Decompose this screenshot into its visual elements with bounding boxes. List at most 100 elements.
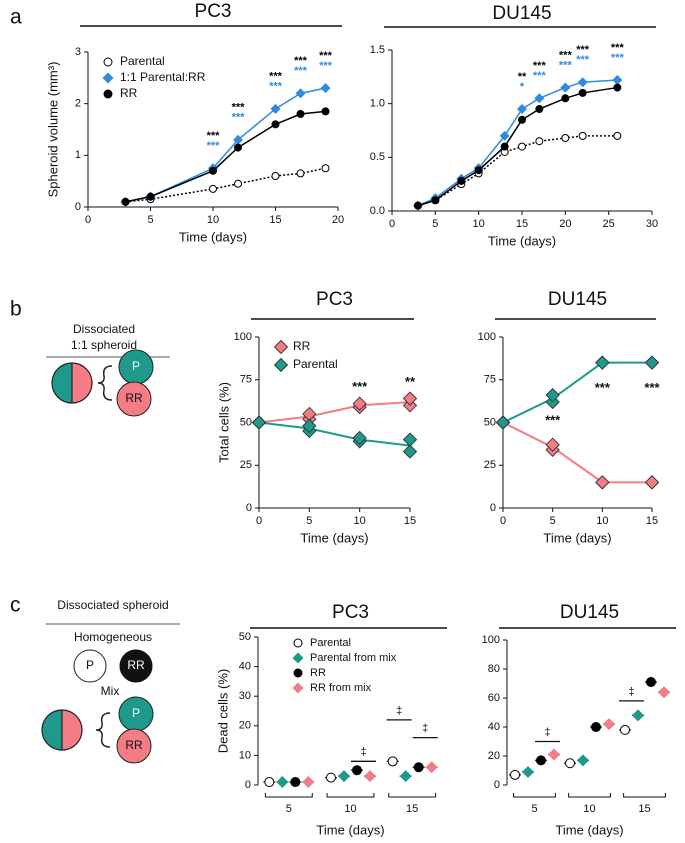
group-bracket (568, 793, 611, 798)
y-axis-label: Dead cells (%) (215, 669, 230, 754)
group-bracket (326, 793, 375, 798)
chart-title: PC3 (332, 602, 369, 623)
significance: *** (576, 44, 590, 56)
data-point (290, 777, 301, 788)
legend-label: RR (120, 86, 138, 100)
legend-marker (293, 668, 303, 678)
data-point (646, 677, 656, 688)
cell-label: RR (125, 738, 143, 752)
y-tick-label: 40 (239, 661, 251, 673)
series-line (258, 400, 411, 424)
diagram-title: Dissociated (73, 322, 135, 336)
panel-label: c (10, 594, 21, 617)
data-point (296, 110, 305, 118)
significance: *** (319, 60, 333, 72)
group-bracket (264, 793, 313, 798)
data-point (565, 758, 575, 769)
significance: *** (533, 70, 547, 82)
y-tick-label: 0.0 (370, 205, 385, 217)
x-axis-label: Time (days) (179, 229, 247, 244)
data-point (234, 179, 242, 188)
data-point (534, 93, 545, 104)
significance: *** (232, 112, 246, 124)
x-tick-label: 10 (354, 515, 366, 527)
y-tick-label: 100 (234, 331, 252, 343)
x-tick-label: 0 (85, 214, 91, 226)
x-tick-label: 5 (286, 803, 292, 815)
y-tick-label: 0 (490, 502, 496, 514)
significance: *** (294, 55, 308, 67)
data-point (338, 770, 350, 783)
y-tick-label: 25 (240, 459, 252, 471)
group-bracket (623, 793, 666, 798)
y-tick-label: 60 (488, 692, 500, 704)
x-tick-label: 5 (432, 218, 438, 230)
x-tick-label: 30 (646, 218, 658, 230)
data-point (251, 415, 267, 430)
x-tick-label: 0 (500, 515, 506, 527)
fit-line (417, 79, 618, 207)
y-tick-label: 50 (239, 631, 251, 643)
legend-marker (273, 357, 289, 373)
data-point (474, 166, 483, 175)
x-tick-label: 10 (344, 803, 356, 815)
legend-label: Parental (310, 637, 351, 649)
cell-label: P (132, 706, 140, 720)
x-tick-label: 20 (332, 214, 344, 226)
data-point (560, 82, 571, 93)
y-tick-label: 20 (239, 720, 251, 732)
y-tick-label: 10 (239, 749, 251, 761)
data-point (522, 765, 534, 778)
cell (73, 649, 107, 683)
significance: *** (545, 413, 561, 428)
legend-label: RR (293, 339, 311, 353)
cell (116, 381, 152, 417)
data-point (620, 724, 630, 735)
cell (119, 649, 153, 683)
significance: *** (576, 54, 590, 66)
legend-marker (292, 652, 304, 664)
x-tick-label: 15 (646, 515, 658, 527)
data-point (613, 131, 622, 140)
x-tick-label: 10 (583, 803, 595, 815)
y-tick-label: 2 (75, 98, 81, 110)
diagram-label: Homogeneous (74, 630, 152, 644)
data-point (264, 777, 275, 788)
data-point (271, 120, 280, 129)
x-tick-label: 10 (596, 515, 608, 527)
y-tick-label: 80 (488, 663, 500, 675)
chart: DU145 0.0 0.5 1.0 1.5 0 5 10 15 20 25 30 Time (days)… (370, 3, 658, 248)
comparison-label: ‡ (422, 723, 428, 735)
chart-title: PC3 (316, 289, 353, 310)
cell-label: P (86, 658, 94, 672)
cell-label: RR (127, 658, 145, 672)
legend-marker (273, 339, 289, 355)
significance: *** (207, 140, 221, 152)
data-point (613, 83, 622, 92)
data-point (578, 131, 587, 140)
data-point (321, 107, 330, 116)
brace (97, 365, 113, 401)
x-tick-label: 25 (603, 218, 615, 230)
x-tick-label: 15 (404, 515, 416, 527)
chart-title: PC3 (195, 1, 232, 22)
data-point (321, 164, 330, 173)
chart: PC3 0 10 20 30 40 50 Dead cells (%) 5 10 15 Time (d… (215, 602, 447, 837)
diagram-title: Dissociated spheroid (57, 598, 168, 612)
significance: *** (559, 49, 573, 61)
comparison-label: ‡ (544, 726, 550, 738)
data-point (545, 388, 560, 403)
legend-label: Parental (293, 357, 338, 371)
data-point (414, 201, 422, 210)
x-axis-label: Time (days) (300, 530, 368, 545)
diagram-label: Mix (101, 684, 120, 698)
legend-marker (293, 638, 303, 648)
data-point (364, 770, 376, 783)
legend-label: 1:1 Parental:RR (120, 70, 206, 84)
chart-title: DU145 (492, 3, 551, 24)
y-tick-label: 100 (482, 634, 500, 646)
data-point (577, 77, 588, 88)
data-point (517, 104, 527, 115)
data-point (518, 115, 526, 124)
